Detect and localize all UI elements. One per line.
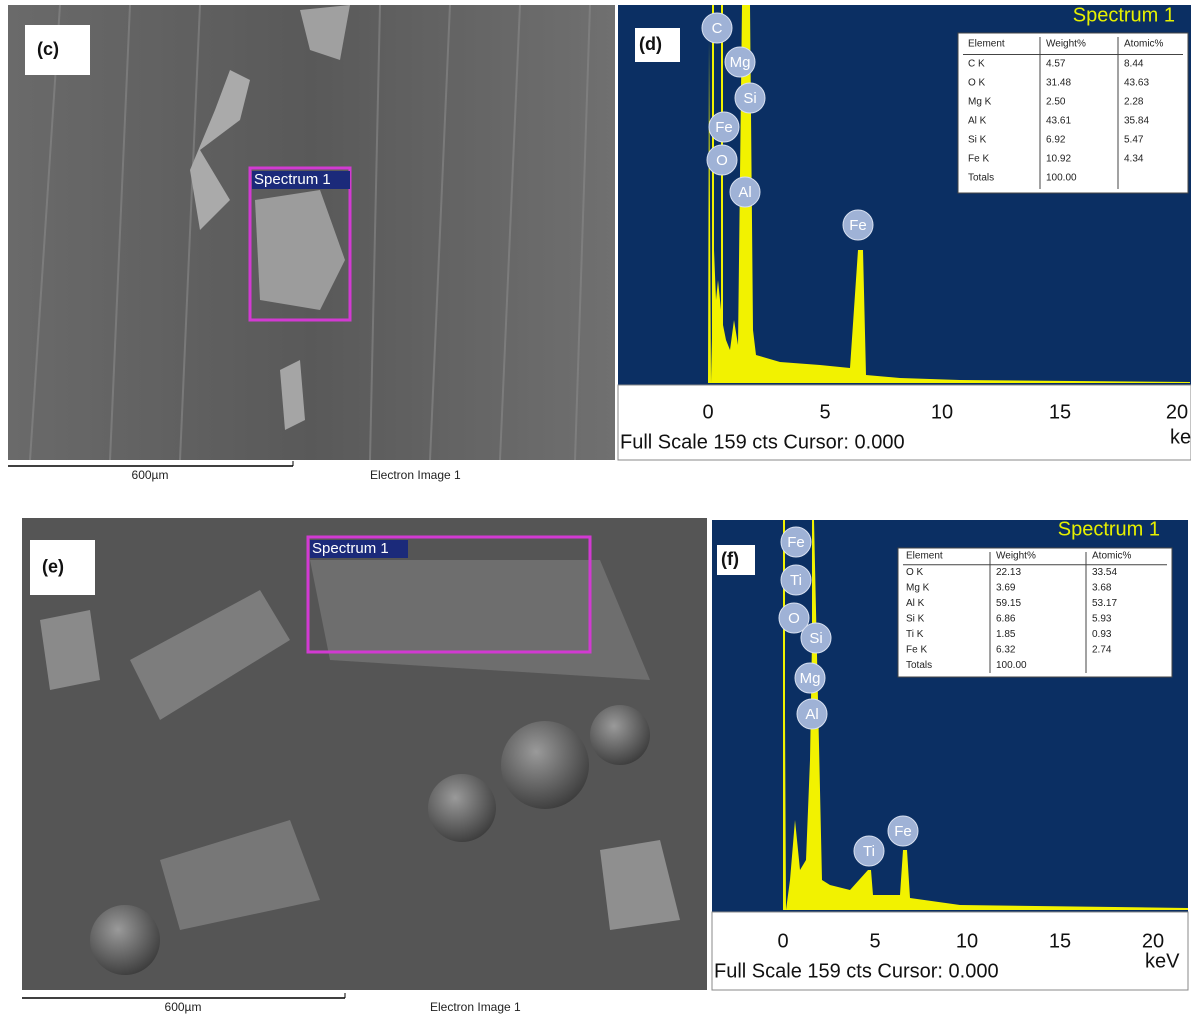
- x-unit: keV: [1145, 950, 1180, 972]
- table-cell: 2.74: [1092, 645, 1112, 656]
- table-cell: Si K: [968, 135, 987, 146]
- table-cell: 8.44: [1124, 59, 1144, 70]
- table-header: Weight%: [1046, 39, 1086, 50]
- table-cell: Si K: [906, 614, 925, 625]
- table-header: Atomic%: [1092, 551, 1132, 562]
- peak-label: Si: [809, 630, 822, 647]
- x-tick-label: 0: [777, 930, 788, 952]
- table-cell: 0.93: [1092, 629, 1112, 640]
- table-header: Element: [906, 551, 943, 562]
- table-cell: 4.57: [1046, 59, 1066, 70]
- panel-label: (e): [42, 556, 64, 576]
- table-cell: 43.63: [1124, 78, 1149, 89]
- scale-label: 600µm: [132, 468, 169, 482]
- table-cell: Mg K: [968, 97, 992, 108]
- table-cell: 43.61: [1046, 116, 1071, 127]
- x-tick-label: 20: [1166, 401, 1188, 423]
- x-tick-label: 20: [1142, 930, 1164, 952]
- peak-label: Mg: [800, 670, 821, 687]
- spectrum-tag: Spectrum 1: [312, 540, 389, 557]
- table-cell: 100.00: [996, 660, 1027, 671]
- table-cell: 6.92: [1046, 135, 1066, 146]
- x-unit: keV: [1170, 426, 1191, 448]
- peak-label: Fe: [715, 119, 733, 136]
- table-cell: 2.50: [1046, 97, 1066, 108]
- table-cell: Ti K: [906, 629, 924, 640]
- spectrum-title: Spectrum 1: [1073, 4, 1175, 26]
- table-cell: C K: [968, 59, 985, 70]
- table-cell: 6.86: [996, 614, 1016, 625]
- x-tick-label: 5: [819, 401, 830, 423]
- sem-image-e: [22, 518, 707, 990]
- table-cell: Totals: [906, 660, 932, 671]
- table-cell: 6.32: [996, 645, 1016, 656]
- table-cell: 31.48: [1046, 78, 1071, 89]
- table-bg: [898, 548, 1172, 677]
- peak-label: Mg: [730, 54, 751, 71]
- table-cell: Fe K: [968, 154, 989, 165]
- table-cell: 2.28: [1124, 97, 1144, 108]
- table-cell: 1.85: [996, 629, 1016, 640]
- table-cell: Al K: [906, 598, 925, 609]
- image-caption: Electron Image 1: [430, 1000, 521, 1014]
- table-cell: O K: [906, 567, 924, 578]
- figure: (c) Spectrum 1 600µm Electron Image 1 (e) Spe…: [0, 0, 1191, 1017]
- table-cell: O K: [968, 78, 986, 89]
- x-tick-label: 15: [1049, 930, 1071, 952]
- table-cell: 100.00: [1046, 173, 1077, 184]
- table-cell: 3.68: [1092, 583, 1112, 594]
- spectrum-tag: Spectrum 1: [254, 171, 331, 188]
- table-cell: 4.34: [1124, 154, 1144, 165]
- spectrum-title: Spectrum 1: [1058, 518, 1160, 540]
- table-cell: 3.69: [996, 583, 1016, 594]
- peak-label: Si: [743, 90, 756, 107]
- image-caption: Electron Image 1: [370, 468, 461, 482]
- table-cell: 59.15: [996, 598, 1021, 609]
- panel-label: (d): [639, 34, 662, 54]
- panel-label: (f): [721, 549, 739, 569]
- sem-image-c: [8, 5, 615, 460]
- peak-label: Fe: [849, 217, 867, 234]
- x-tick-label: 10: [931, 401, 953, 423]
- table-header: Weight%: [996, 551, 1036, 562]
- peak-label: Fe: [894, 823, 912, 840]
- peak-label: Fe: [787, 534, 805, 551]
- x-tick-label: 15: [1049, 401, 1071, 423]
- x-tick-label: 0: [702, 401, 713, 423]
- peak-label: Al: [738, 184, 751, 201]
- peak-label: Ti: [863, 843, 875, 860]
- footer: Full Scale 159 cts Cursor: 0.000: [714, 960, 999, 982]
- peak-label: C: [712, 20, 723, 37]
- table-header: Element: [968, 39, 1005, 50]
- table-cell: 5.47: [1124, 135, 1144, 146]
- footer: Full Scale 159 cts Cursor: 0.000: [620, 431, 905, 453]
- peak-label: O: [788, 610, 800, 627]
- table-header: Atomic%: [1124, 39, 1164, 50]
- table-cell: Totals: [968, 173, 994, 184]
- table-cell: 10.92: [1046, 154, 1071, 165]
- table-cell: 53.17: [1092, 598, 1117, 609]
- table-cell: Al K: [968, 116, 987, 127]
- peak-label: O: [716, 152, 728, 169]
- table-cell: 5.93: [1092, 614, 1112, 625]
- table-bg: [958, 33, 1188, 193]
- x-tick-label: 5: [869, 930, 880, 952]
- table-cell: 35.84: [1124, 116, 1149, 127]
- peak-label: Al: [805, 706, 818, 723]
- table-cell: 33.54: [1092, 567, 1117, 578]
- panel-label: (c): [37, 39, 59, 59]
- table-cell: 22.13: [996, 567, 1021, 578]
- peak-label: Ti: [790, 572, 802, 589]
- scale-label: 600µm: [165, 1000, 202, 1014]
- table-cell: Fe K: [906, 645, 927, 656]
- x-tick-label: 10: [956, 930, 978, 952]
- table-cell: Mg K: [906, 583, 930, 594]
